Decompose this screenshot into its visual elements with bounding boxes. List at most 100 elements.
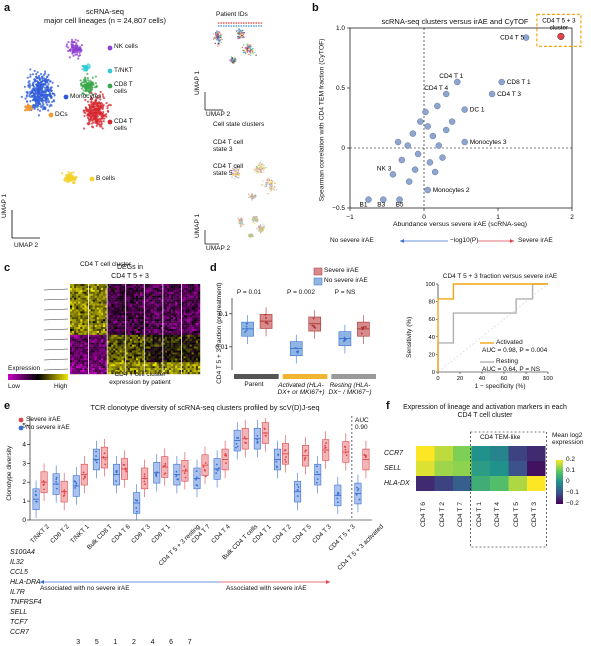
scatter-point-6 [462,107,468,113]
e-box-severe-3 [101,439,107,476]
e-box-severe-9 [222,441,228,478]
e-box-none-0 [33,480,39,517]
heat-col-6: CD4 T 3 [532,502,539,527]
scatter-label-6: DC 1 [470,107,485,114]
heat-legend-bar [556,460,563,504]
heat-cell-1-3 [472,461,491,476]
e-box-none-16 [355,475,361,512]
e-legend-none: No severe irAE [26,425,70,432]
e-box-severe-4 [121,450,127,487]
roc-xtick-label-1: 20 [457,376,463,382]
cluster-tick-4: 4 [151,639,155,646]
heat-cell-1-4 [490,461,509,476]
heat-cell-1-1 [435,461,454,476]
e-box-none-8 [194,460,200,497]
scatter-point-13 [417,119,423,125]
e-box-severe-13 [302,437,308,474]
scatter-point-20 [440,155,446,161]
heat-legend-tick-3: −0.1 [566,490,579,497]
gene-leader-6 [44,349,68,350]
e-ytick-label-1: 1 [22,498,26,505]
heat-cell-0-1 [435,446,454,461]
legend-dot-0 [64,95,69,100]
e-box-none-12 [274,441,280,478]
roc-ytick-label-5: 100 [425,282,435,288]
e-box-none-13 [294,473,300,510]
cluster-label-nk: NK cells [114,44,144,51]
scatter-label-highlight-1: cluster [550,24,568,31]
e-box-none-15 [335,477,341,514]
box-severe-1 [309,310,321,339]
e-box-severe-8 [202,446,208,483]
patient-ids-title: Patient IDs [216,12,248,19]
e-box-none-1 [53,465,59,502]
gene-leader-3 [44,319,68,320]
umap1-label: UMAP 1 [2,194,9,218]
umap2-label-small: UMAP 2 [206,112,230,119]
gene-label-ccr7: CCR7 [10,629,29,636]
group-bar-2 [331,374,376,379]
e-box-severe-15 [343,433,349,470]
gene-label-tcf7: TCF7 [10,619,28,626]
ytick-label-2: 0.5 [336,85,345,92]
heat-col-5: CD4 T 5 [514,502,521,527]
box-none-2 [339,325,351,354]
heat-cell-2-4 [490,476,509,491]
roc-legend-activated: Activated [496,340,523,347]
scatter-point-14 [425,123,431,129]
scatter-label-7: Monocytes 3 [470,139,507,146]
heat-cell-1-5 [509,461,528,476]
scatter-label-11: B3 [377,202,385,209]
legend-dot-2 [108,46,113,51]
e-box-none-6 [154,454,160,491]
e-box-none-11 [254,420,260,457]
legend-f-title: Mean log2 expression [552,432,590,447]
cluster-tick-3: 3 [76,639,80,646]
cluster-tick-2: 2 [132,639,136,646]
e-legend-severe: Severe irAE [26,417,61,424]
roc-ytick-label-1: 20 [429,352,435,358]
arrow-left-head [400,239,404,243]
cluster-label-bcells: B cells [96,176,115,183]
roc-ylabel: Sensitivity (%) [407,297,414,377]
roc-diagonal [438,284,548,372]
gene-leader-4 [44,329,68,330]
roc-xlabel: 1 − specificity (%) [450,384,550,391]
box-none-0 [242,315,254,344]
heat-cell-2-1 [435,476,454,491]
panel-c-legend-low: Low [8,384,20,391]
heat-cell-1-6 [527,461,546,476]
panel-c-xlabel-1: CD4 T cell cluster [80,372,200,379]
xtick-label-3: 2 [570,214,574,221]
scatter-point-18 [436,143,442,149]
xtick-label-1: 0 [422,214,426,221]
umap2-label: UMAP 2 [14,243,38,250]
roc-xtick-label-4: 80 [523,376,529,382]
cluster-label-dcs: DCs [55,112,68,119]
scatter-label-12: B5 [396,202,404,209]
scatter-label-5: CD4 T 4 [424,85,448,92]
heat-cell-2-0 [416,476,435,491]
scatter-b-frame [350,28,572,208]
heat-legend-tick-0: 0.2 [566,457,575,464]
cluster-tick-1: 1 [113,639,117,646]
panel-a: a scRNA-seq major cell lineages (n = 24,… [0,0,300,255]
box-severe-0 [260,307,272,336]
heat-cell-2-5 [509,476,528,491]
scatter-point-25 [443,127,449,133]
scatter-label-4: CD4 T 3 [497,91,521,98]
pval-3: P = NS [320,290,370,297]
xtick-label-0: −1 [346,214,354,221]
roc-ytick-label-3: 60 [429,317,435,323]
e-box-none-2 [73,467,79,504]
roc-xtick-label-2: 40 [479,376,485,382]
scatter-label-3: CD4 T 1 [439,73,463,80]
heat-row-hla-dx: HLA-DX [384,480,410,487]
deg-heatmap-cells [70,284,200,374]
heat-col-2: CD4 T 7 [458,502,465,527]
legend-severe: Severe irAE [324,268,359,275]
e-arrow-right-label: Associated with severe irAE [226,586,307,593]
gene-label-tnfrsf4: TNFRSF4 [10,599,42,606]
